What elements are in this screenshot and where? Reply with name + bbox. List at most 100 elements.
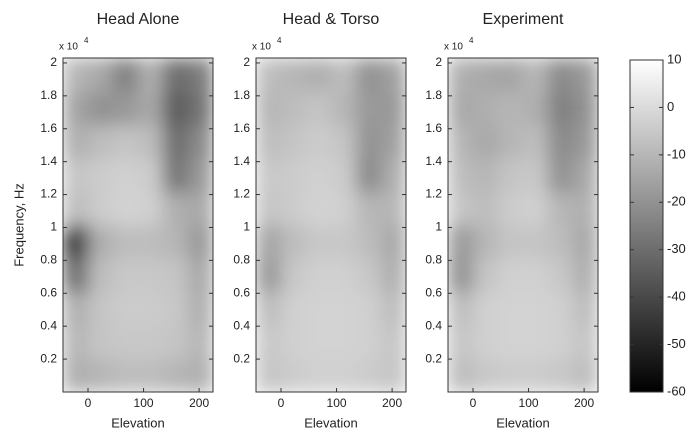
heatmap-cell <box>473 191 499 226</box>
heatmap-cell <box>281 358 307 392</box>
heatmap-cell <box>306 258 332 293</box>
heatmap-cell <box>356 258 382 293</box>
y-tick-label: 1.4 <box>40 154 57 168</box>
heatmap-cell <box>163 124 189 159</box>
y-tick-label: 1 <box>50 220 57 234</box>
heatmap-cell <box>256 58 282 92</box>
heatmap-cell <box>548 325 574 360</box>
heatmap-cell <box>523 158 549 193</box>
heatmap-cell <box>381 124 406 159</box>
heatmap-cell <box>381 191 406 226</box>
heatmap-cell <box>356 325 382 360</box>
heatmap-cell <box>381 58 406 92</box>
heatmap-cells <box>448 58 598 392</box>
heatmap-cell <box>138 325 164 360</box>
heatmap-cell <box>473 158 499 193</box>
heatmap-cell <box>548 258 574 293</box>
heatmap-cell <box>63 191 89 226</box>
heatmap-cell <box>306 191 332 226</box>
heatmap-cell <box>281 58 307 92</box>
heatmap-cell <box>381 325 406 360</box>
heatmap-cell <box>138 191 164 226</box>
y-tick-label: 0.4 <box>425 318 442 332</box>
colorbar-tick-label: 10 <box>667 51 681 66</box>
x-tick-label: 0 <box>470 396 477 410</box>
heatmap-cell <box>448 158 474 193</box>
heatmap-cell <box>548 124 574 159</box>
heatmap-cell <box>63 124 89 159</box>
y-tick-label: 1 <box>435 220 442 234</box>
heatmap-cell <box>381 225 406 259</box>
heatmap-cell <box>256 91 282 126</box>
heatmap-cell <box>306 91 332 126</box>
y-tick-label: 1.8 <box>425 88 442 102</box>
x-tick-label: 100 <box>134 396 154 410</box>
heatmap-cell <box>573 358 598 392</box>
y-multiplier-power: 4 <box>469 36 474 45</box>
heatmap-cell <box>498 325 524 360</box>
heatmap-cell <box>356 291 382 326</box>
heatmap-cell <box>281 191 307 226</box>
heatmap-cell <box>573 325 598 360</box>
heatmap-cell <box>63 158 89 193</box>
heatmap-cell <box>448 225 474 259</box>
y-tick-label: 0.2 <box>40 351 57 365</box>
heatmap-cell <box>188 358 213 392</box>
heatmap-cell <box>306 291 332 326</box>
y-tick-label: 0.4 <box>40 318 57 332</box>
heatmap-cell <box>331 58 357 92</box>
heatmap-cell <box>281 325 307 360</box>
heatmap-cell <box>548 58 574 92</box>
heatmap-cell <box>88 258 114 293</box>
heatmap-cell <box>113 258 139 293</box>
heatmap-cell <box>256 124 282 159</box>
heatmap-cell <box>523 225 549 259</box>
heatmap-cell <box>188 124 213 159</box>
heatmap-cell <box>548 358 574 392</box>
heatmap-cell <box>88 158 114 193</box>
y-tick-label: 0.8 <box>40 253 57 267</box>
heatmap-cell <box>523 358 549 392</box>
y-tick-label: 0.6 <box>425 285 442 299</box>
heatmap-cell <box>473 325 499 360</box>
heatmap-cell <box>138 291 164 326</box>
y-tick-label: 0.2 <box>233 351 250 365</box>
heatmap-cell <box>281 158 307 193</box>
heatmap-cell <box>113 191 139 226</box>
y-tick-label: 0.6 <box>40 285 57 299</box>
heatmap-cell <box>473 225 499 259</box>
heatmap-cell <box>306 158 332 193</box>
heatmap-cell <box>498 191 524 226</box>
heatmap-cell <box>113 291 139 326</box>
heatmap-cell <box>573 258 598 293</box>
y-tick-label: 0.8 <box>425 253 442 267</box>
heatmap-cell <box>113 325 139 360</box>
heatmap-cell <box>381 291 406 326</box>
heatmap-cell <box>548 225 574 259</box>
heatmap-cell <box>331 325 357 360</box>
heatmap-cell <box>381 158 406 193</box>
heatmap-cell <box>113 358 139 392</box>
heatmap-cell <box>448 358 474 392</box>
heatmap-cell <box>381 258 406 293</box>
x-tick-label: 0 <box>85 396 92 410</box>
y-tick-label: 1.6 <box>425 121 442 135</box>
heatmap-cell <box>188 91 213 126</box>
heatmap-cell <box>473 291 499 326</box>
y-axis-label: Frequency, Hz <box>11 183 26 267</box>
heatmap-cell <box>548 91 574 126</box>
heatmap-cell <box>188 191 213 226</box>
heatmap-cell <box>448 124 474 159</box>
heatmap-cell <box>163 291 189 326</box>
heatmap-cell <box>498 225 524 259</box>
heatmap-cell <box>548 291 574 326</box>
x-tick-label: 100 <box>327 396 347 410</box>
heatmap-cell <box>63 91 89 126</box>
heatmap-cells <box>63 58 213 392</box>
heatmap-cell <box>63 58 89 92</box>
heatmap-cell <box>163 358 189 392</box>
y-tick-label: 1.2 <box>233 187 250 201</box>
heatmap-cell <box>306 225 332 259</box>
heatmap-cell <box>523 58 549 92</box>
